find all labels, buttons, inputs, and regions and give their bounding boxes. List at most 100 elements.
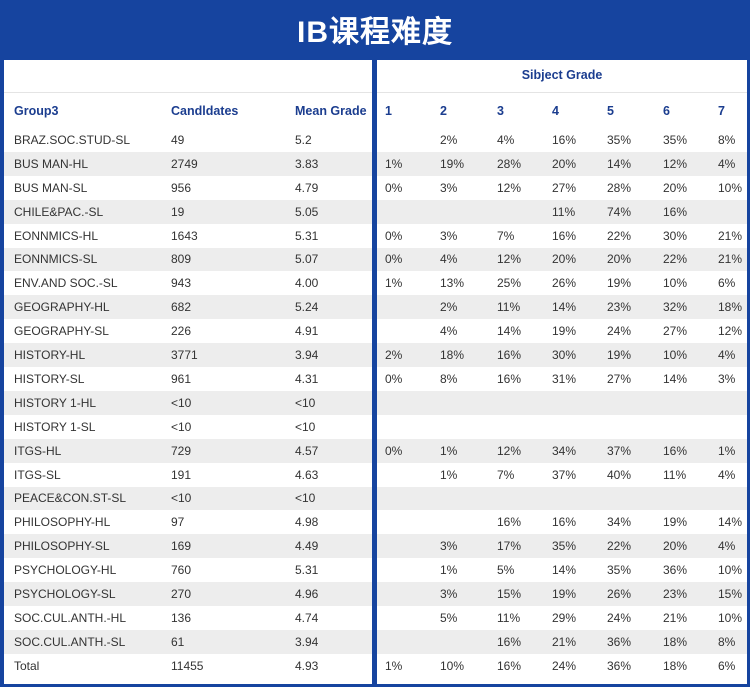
- grade-row: 0% 3% 12% 27% 28% 20% 10%: [377, 176, 747, 200]
- grade-header-3: 3: [497, 104, 504, 118]
- mean-grade-value: 4.93: [295, 658, 319, 673]
- candidates-value: 760: [171, 563, 192, 578]
- grade-6-value: 10%: [663, 276, 688, 291]
- grade-2-value: 4%: [440, 252, 458, 267]
- grade-5-value: 24%: [607, 324, 632, 339]
- grade-header-7: 7: [718, 104, 725, 118]
- grade-row: 16% 16% 34% 19% 14%: [377, 510, 747, 534]
- candidates-value: <10: [171, 395, 192, 410]
- course-name: PHILOSOPHY-HL: [14, 515, 111, 530]
- course-name: GEOGRAPHY-SL: [14, 324, 109, 339]
- grade-4-value: 35%: [552, 539, 577, 554]
- grade-5-value: 36%: [607, 658, 632, 673]
- mean-grade-value: 3.83: [295, 156, 319, 171]
- grade-row: 0% 4% 12% 20% 20% 22% 21%: [377, 247, 747, 272]
- course-name: ITGS-SL: [14, 467, 61, 482]
- table-row: HISTORY-HL 3771 3.94: [4, 343, 372, 367]
- mean-grade-value: 4.31: [295, 371, 319, 386]
- grade-row: 1% 7% 37% 40% 11% 4%: [377, 463, 747, 487]
- grade-row: 4% 14% 19% 24% 27% 12%: [377, 319, 747, 343]
- grade-1-value: 0%: [385, 228, 403, 243]
- course-name: EONNMICS-HL: [14, 228, 99, 243]
- grade-2-value: 19%: [440, 156, 465, 171]
- grade-2-value: 1%: [440, 443, 458, 458]
- grade-4-value: 27%: [552, 180, 577, 195]
- grade-7-value: 4%: [718, 156, 736, 171]
- candidates-value: <10: [171, 491, 192, 506]
- candidates-value: 19: [171, 204, 185, 219]
- grade-4-value: 16%: [552, 515, 577, 530]
- table-row: BUS MAN-SL 956 4.79: [4, 176, 372, 200]
- grade-row: 2% 11% 14% 23% 32% 18%: [377, 295, 747, 320]
- grade-6-value: 20%: [663, 180, 688, 195]
- grade-5-value: 35%: [607, 132, 632, 147]
- grade-7-value: 12%: [718, 324, 743, 339]
- grade-2-value: 4%: [440, 324, 458, 339]
- grade-row: 2% 4% 16% 35% 35% 8%: [377, 128, 747, 152]
- grade-6-value: 11%: [663, 467, 687, 482]
- grade-row: [377, 415, 747, 439]
- grade-5-value: 36%: [607, 634, 632, 649]
- candidates-value: 169: [171, 539, 192, 554]
- course-name: PEACE&CON.ST-SL: [14, 491, 127, 506]
- grade-3-value: 16%: [497, 658, 522, 673]
- mean-grade-value: 4.96: [295, 587, 319, 602]
- candidates-value: 61: [171, 634, 185, 649]
- grade-row: 3% 17% 35% 22% 20% 4%: [377, 534, 747, 559]
- grade-4-value: 37%: [552, 467, 577, 482]
- course-name: CHILE&PAC.-SL: [14, 204, 104, 219]
- grade-3-value: 7%: [497, 467, 515, 482]
- table-row: GEOGRAPHY-SL 226 4.91: [4, 319, 372, 343]
- table-row: PEACE&CON.ST-SL <10 <10: [4, 486, 372, 511]
- table-row: PSYCHOLOGY-HL 760 5.31: [4, 558, 372, 582]
- grade-header-1: 1: [385, 104, 392, 118]
- grade-row: 0% 8% 16% 31% 27% 14% 3%: [377, 367, 747, 391]
- grade-4-value: 29%: [552, 610, 577, 625]
- grade-6-value: 35%: [663, 132, 688, 147]
- grade-5-value: 35%: [607, 563, 632, 578]
- grade-1-value: 2%: [385, 348, 403, 363]
- table-row: HISTORY 1-SL <10 <10: [4, 415, 372, 439]
- grade-6-value: 16%: [663, 204, 688, 219]
- grade-5-value: 34%: [607, 515, 632, 530]
- course-name: HISTORY-HL: [14, 348, 86, 363]
- grade-2-value: 1%: [440, 563, 458, 578]
- grade-5-value: 20%: [607, 252, 632, 267]
- grade-5-value: 37%: [607, 443, 632, 458]
- mean-grade-value: 3.94: [295, 634, 319, 649]
- grade-6-value: 23%: [663, 587, 688, 602]
- grade-7-value: 18%: [718, 300, 743, 315]
- grade-header-6: 6: [663, 104, 670, 118]
- grade-2-value: 3%: [440, 539, 458, 554]
- grade-7-value: 6%: [718, 658, 736, 673]
- grade-header-5: 5: [607, 104, 614, 118]
- grade-row: 3% 15% 19% 26% 23% 15%: [377, 582, 747, 606]
- grade-4-value: 14%: [552, 563, 577, 578]
- grade-7-value: 4%: [718, 467, 736, 482]
- grade-3-value: 12%: [497, 180, 522, 195]
- header-row: Group3 Candldates Mean Grade: [4, 60, 372, 128]
- grade-4-value: 19%: [552, 587, 577, 602]
- grade-4-value: 20%: [552, 156, 577, 171]
- grade-4-value: 24%: [552, 658, 577, 673]
- grade-row: 5% 11% 29% 24% 21% 10%: [377, 606, 747, 630]
- page-title: IB课程难度: [297, 16, 453, 49]
- grade-row: 11% 74% 16%: [377, 199, 747, 224]
- grade-7-value: 15%: [718, 587, 743, 602]
- grade-2-value: 1%: [440, 467, 458, 482]
- mean-grade-value: 4.00: [295, 276, 319, 291]
- table-row: SOC.CUL.ANTH.-SL 61 3.94: [4, 629, 372, 654]
- grade-4-value: 21%: [552, 634, 577, 649]
- grade-2-value: 13%: [440, 276, 465, 291]
- grade-5-value: 22%: [607, 228, 632, 243]
- grade-4-value: 34%: [552, 443, 577, 458]
- mean-grade-value: 4.57: [295, 443, 319, 458]
- grade-3-value: 12%: [497, 252, 522, 267]
- grade-3-value: 11%: [497, 300, 521, 315]
- grade-6-value: 22%: [663, 252, 688, 267]
- grade-4-value: 16%: [552, 228, 577, 243]
- grade-7-value: 1%: [718, 443, 736, 458]
- grade-1-value: 0%: [385, 180, 403, 195]
- table-row: CHILE&PAC.-SL 19 5.05: [4, 199, 372, 224]
- candidates-value: 961: [171, 371, 192, 386]
